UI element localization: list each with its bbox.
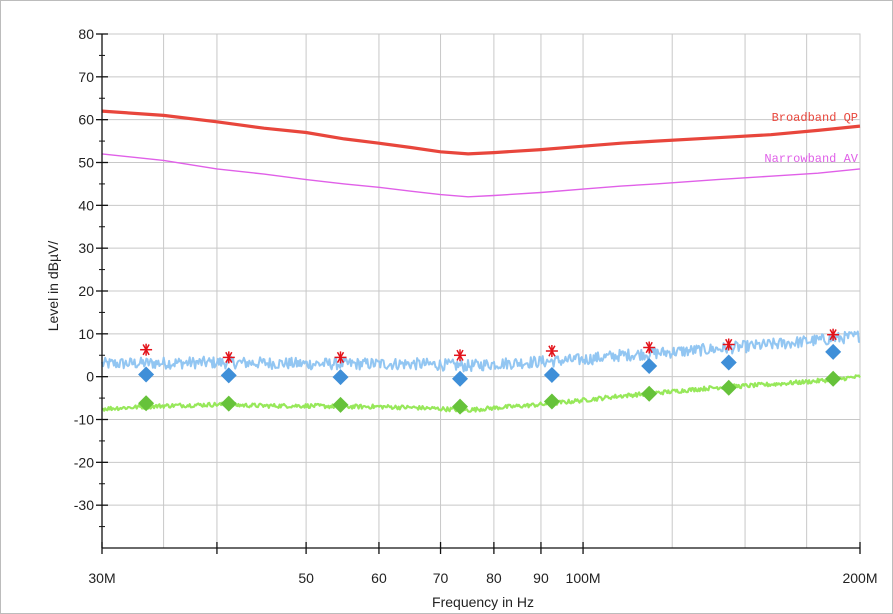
qp-diamond-marker [452,370,469,387]
av-diamond-marker [825,370,842,387]
av-diamond-marker [543,393,560,410]
x-axis-label: Frequency in Hz [432,594,534,610]
y-tick-label: 30 [78,240,94,256]
x-tick-label: 100M [566,570,601,586]
peak-marker [545,345,558,357]
y-tick-label: 50 [78,155,94,171]
qp-diamond-marker [825,343,842,360]
grid [101,33,861,549]
y-tick-label: 0 [86,369,94,385]
y-tick-label: 10 [78,326,94,342]
y-tick-label: 40 [78,197,94,213]
x-tick-label: 80 [486,570,502,586]
peak-marker [827,328,840,341]
x-tick-label: 60 [371,570,387,586]
y-tick-label: -30 [74,497,94,513]
av-diamond-marker [138,395,155,412]
qp-diamond-marker [138,366,155,383]
qp-diamond-marker [220,367,237,384]
plot-area: Broadband QP Narrowband AV [101,109,861,415]
peak-marker [643,341,656,354]
y-tick-label: 70 [78,69,94,85]
measurement-trace-peak [101,330,860,373]
peak-marker [334,351,347,364]
av-diamond-marker [720,379,737,396]
av-diamond-marker [641,385,658,402]
legend-label-narrowband-av: Narrowband AV [764,152,858,166]
av-diamond-marker [452,398,469,415]
qp-diamond-marker [641,357,658,374]
y-tick-label: -20 [74,454,94,470]
series-line-narrowband-av [101,153,861,198]
av-diamond-marker [220,395,237,412]
y-tick-label: 20 [78,283,94,299]
x-tick-label: 30M [88,570,115,586]
peak-marker [140,343,153,356]
peak-marker [454,349,466,362]
series-line-broadband-qp [101,109,861,156]
x-tick-label: 70 [433,570,449,586]
x-tick-label: 200M [842,570,877,586]
y-tick-label: -10 [74,412,94,428]
qp-diamond-marker [332,369,349,386]
qp-diamond-marker [543,366,560,383]
y-tick-label: 80 [78,26,94,42]
x-tick-label: 90 [533,570,549,586]
y-axis-label: Level in dBµV/ [45,241,61,332]
peak-marker [722,338,735,351]
measurement-trace-average [101,374,861,413]
legend-label-broadband-qp: Broadband QP [772,111,858,125]
y-tick-label: 60 [78,112,94,128]
av-diamond-marker [332,396,349,413]
axes: 80 70 60 50 40 30 20 10 0 -10 -20 -30 30M 50 60 70 80 90 1… [74,26,878,586]
x-tick-label: 50 [298,570,314,586]
qp-diamond-marker [720,354,737,371]
peak-marker [222,351,235,364]
